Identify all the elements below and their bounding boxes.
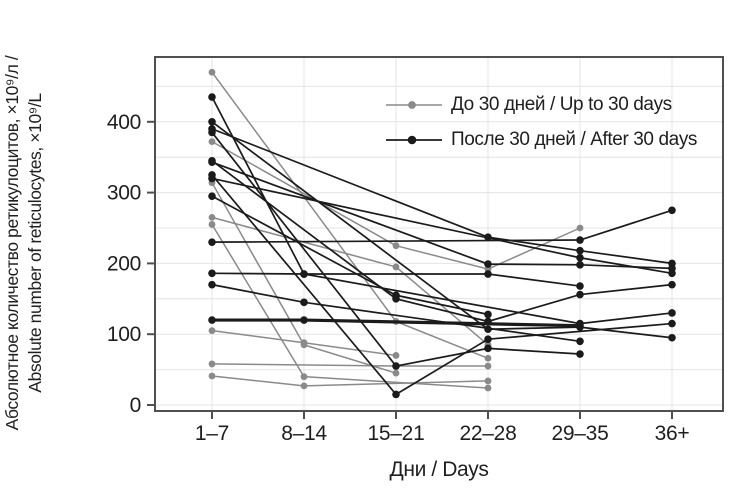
data-point	[576, 337, 584, 346]
data-point	[208, 93, 216, 101]
patient-line	[211, 174, 673, 396]
data-point	[208, 316, 216, 324]
data-point	[392, 390, 400, 399]
patient-line	[211, 375, 489, 387]
data-point	[484, 310, 492, 319]
data-point	[392, 242, 400, 250]
data-point	[576, 290, 584, 299]
patient-line	[211, 131, 581, 367]
data-point	[668, 269, 676, 278]
data-point	[392, 369, 400, 377]
svg-text:15–21: 15–21	[368, 422, 425, 445]
plot-border	[154, 56, 724, 412]
data-point	[208, 128, 216, 137]
data-point	[484, 384, 492, 392]
data-point	[668, 333, 676, 342]
svg-text:0: 0	[130, 394, 141, 417]
data-point	[668, 280, 676, 289]
svg-text:8–14: 8–14	[281, 422, 327, 445]
svg-text:22–28: 22–28	[460, 422, 517, 445]
data-point	[576, 224, 584, 232]
legend-line-dot-swatch-black	[386, 135, 442, 144]
x-tick-labels: 1–7 8–14 15–21 22–28 29–35 36+	[195, 422, 690, 445]
svg-text:200: 200	[107, 252, 141, 275]
patient-line	[211, 209, 673, 244]
legend-label: После 30 дней / After 30 days	[451, 128, 698, 150]
data-point	[484, 260, 492, 268]
data-point	[300, 270, 308, 278]
data-point	[208, 213, 216, 221]
data-point	[300, 373, 308, 381]
data-point	[576, 261, 584, 269]
y-tick-labels: 400 300 200 100 0	[107, 111, 141, 417]
data-point	[668, 309, 676, 317]
patient-line	[211, 161, 673, 270]
data-point	[208, 238, 216, 246]
data-point	[208, 138, 216, 146]
svg-text:100: 100	[107, 323, 141, 346]
data-point	[392, 362, 400, 370]
data-point	[392, 263, 400, 271]
data-point	[300, 382, 308, 390]
legend-entry-up-to-30-days: До 30 дней / Up to 30 days	[386, 87, 697, 122]
data-point	[208, 192, 216, 200]
data-point	[208, 118, 216, 126]
data-point	[576, 246, 584, 255]
data-point	[484, 354, 492, 362]
y-axis-title-line-en: Absolute number of reticulocytes, ×10⁹/L	[25, 93, 45, 393]
data-point	[668, 319, 676, 328]
data-point	[484, 377, 492, 385]
legend-line-dot-swatch-gray	[386, 100, 442, 109]
svg-text:400: 400	[107, 111, 141, 134]
data-point	[576, 350, 584, 358]
y-axis-title-line-ru: Абсолютное количество ретикулоцитов, ×10…	[2, 55, 22, 431]
svg-text:29–35: 29–35	[552, 422, 609, 445]
data-point	[208, 221, 216, 228]
patient-line	[211, 128, 673, 265]
svg-text:300: 300	[107, 182, 141, 205]
data-point	[484, 362, 492, 370]
data-point	[392, 291, 400, 300]
data-point	[392, 352, 400, 359]
data-point	[208, 280, 216, 289]
patient-line	[211, 216, 489, 346]
data-point	[668, 206, 676, 215]
data-point	[576, 282, 584, 290]
patient-line	[211, 272, 581, 287]
data-point	[208, 174, 216, 183]
data-point	[576, 321, 584, 330]
data-point	[208, 372, 216, 380]
data-point	[300, 298, 308, 307]
svg-text:36+: 36+	[655, 422, 690, 445]
data-point	[208, 68, 216, 76]
data-point	[208, 327, 216, 335]
legend-entry-after-30-days: После 30 дней / After 30 days	[386, 122, 697, 157]
data-point	[300, 339, 308, 347]
patient-line	[211, 121, 673, 339]
svg-text:1–7: 1–7	[195, 422, 229, 445]
x-axis-title: Дни / Days	[389, 458, 489, 481]
y-axis-title: Абсолютное количество ретикулоцитов, ×10…	[1, 0, 49, 490]
data-point	[576, 253, 584, 262]
data-point	[484, 344, 492, 353]
legend: До 30 дней / Up to 30 days После 30 дней…	[386, 87, 697, 157]
data-point	[576, 236, 584, 244]
patient-line	[211, 96, 673, 325]
data-point	[208, 269, 216, 278]
axis-ticks	[147, 120, 673, 419]
data-point	[208, 360, 216, 368]
series-after-30-days	[208, 93, 676, 399]
data-point	[484, 270, 492, 278]
data-point	[484, 335, 492, 343]
data-point	[208, 158, 216, 166]
legend-label: До 30 дней / Up to 30 days	[451, 93, 672, 115]
data-point	[300, 316, 308, 324]
